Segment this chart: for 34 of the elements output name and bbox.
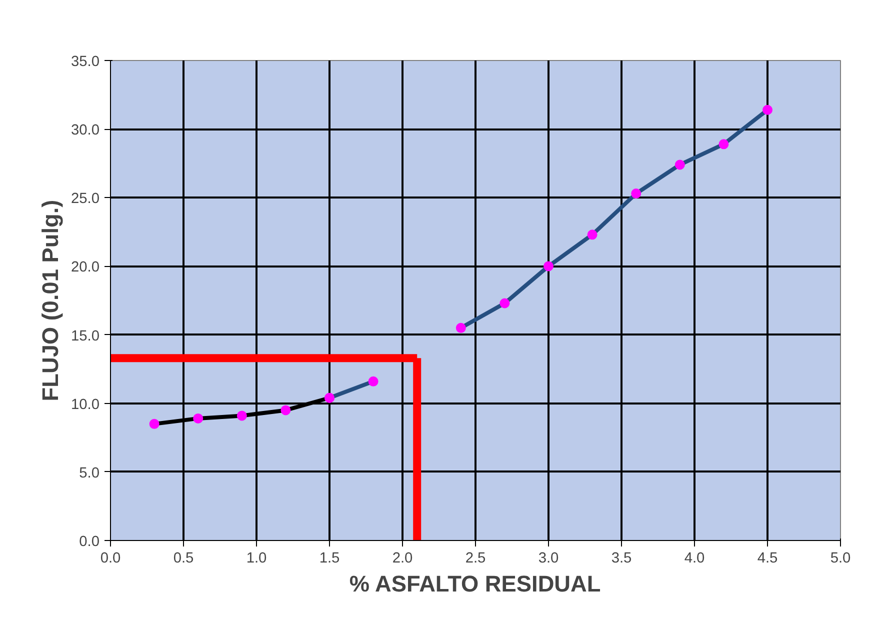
point <box>762 104 772 115</box>
y-tick-label: 10.0 <box>70 396 100 413</box>
x-tick-label: 2.0 <box>392 550 413 566</box>
point <box>456 322 466 333</box>
point <box>368 376 378 386</box>
y-tick-label: 35.0 <box>70 54 100 70</box>
y-tick-label: 0.0 <box>79 534 100 550</box>
point <box>544 261 554 272</box>
x-tick-label: 4.0 <box>684 550 705 566</box>
y-tick-label: 20.0 <box>70 260 100 276</box>
x-tick-label: 0.0 <box>100 550 121 566</box>
x-axis-title: % ASFALTO RESIDUAL <box>349 570 601 596</box>
point <box>280 405 291 416</box>
point <box>236 410 247 421</box>
point <box>718 139 729 150</box>
point <box>193 413 204 424</box>
point <box>149 418 160 429</box>
x-tick-label: 3.0 <box>538 550 559 566</box>
y-tick-label: 30.0 <box>70 122 100 139</box>
x-tick-label: 4.5 <box>757 550 778 566</box>
y-tick-label: 25.0 <box>70 191 100 208</box>
y-axis-title: FLUJO (0.01 Pulg.) <box>36 200 63 402</box>
x-tick-label: 1.0 <box>246 550 267 566</box>
point <box>500 298 510 308</box>
point <box>631 188 642 199</box>
x-tick-label: 3.5 <box>611 550 632 566</box>
y-tick-label: 5.0 <box>79 465 100 482</box>
x-tick-label: 0.5 <box>173 550 194 566</box>
x-tick-label: 2.5 <box>465 550 486 566</box>
x-tick-label: 1.5 <box>319 550 340 566</box>
y-tick-label: 15.0 <box>70 328 100 344</box>
point <box>674 160 685 170</box>
x-tick-label: 5.0 <box>830 550 851 566</box>
point <box>587 230 598 240</box>
